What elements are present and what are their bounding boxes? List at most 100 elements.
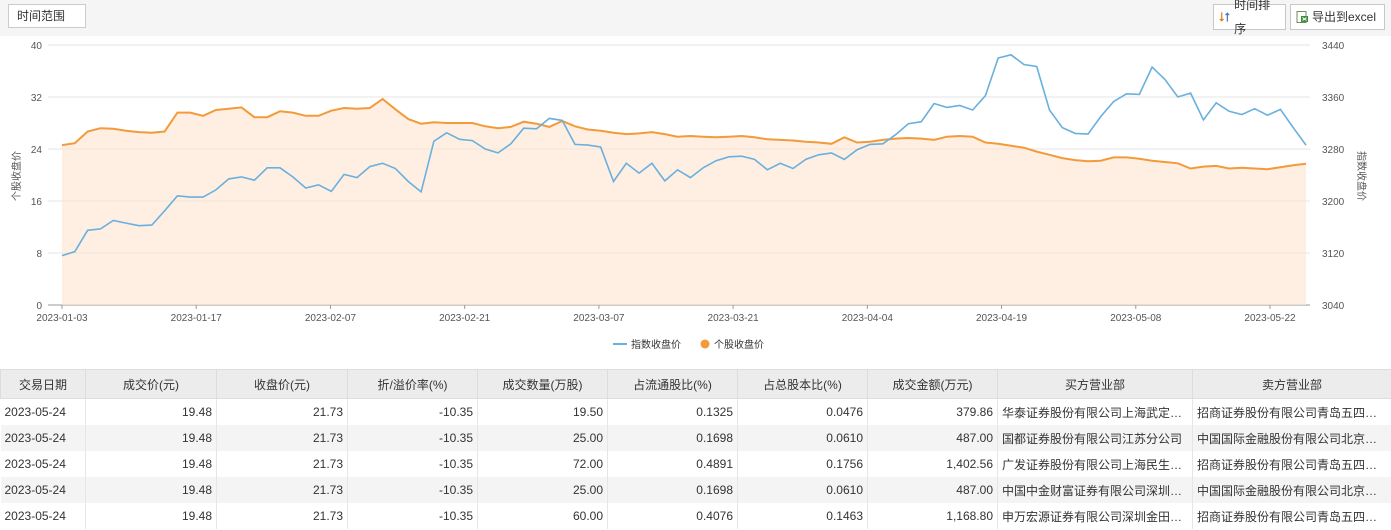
table-cell: 19.50 <box>477 398 608 425</box>
left-tick-label: 24 <box>31 145 43 156</box>
x-tick-label: 2023-01-03 <box>36 313 88 324</box>
table-cell: 0.1698 <box>607 477 738 503</box>
table-cell: 中国中金财富证券有限公司深圳… <box>997 477 1193 503</box>
table-cell: 487.00 <box>867 477 998 503</box>
table-cell: 招商证券股份有限公司青岛五四… <box>1192 398 1391 425</box>
table-cell: 19.48 <box>85 425 217 451</box>
excel-icon <box>1296 11 1308 23</box>
chart-legend: 指数收盘价 个股收盘价 <box>613 338 764 351</box>
table-cell: 0.1325 <box>607 398 738 425</box>
left-tick-label: 16 <box>31 197 43 208</box>
table-cell: 2023-05-24 <box>0 503 86 529</box>
legend-item-index[interactable]: 指数收盘价 <box>613 338 681 351</box>
time-sort-button[interactable]: 时间排序 <box>1213 0 1286 36</box>
right-axis-label: 指数收盘价 <box>1355 151 1368 201</box>
index-price-line <box>61 53 1307 257</box>
x-tick-label: 2023-02-21 <box>439 313 491 324</box>
column-header[interactable]: 占总股本比(%) <box>737 369 868 399</box>
table-cell: -10.35 <box>347 398 478 425</box>
table-cell: 25.00 <box>477 425 608 451</box>
table-cell: 19.48 <box>85 477 217 503</box>
table-cell: 1,402.56 <box>867 451 998 477</box>
x-tick-label: 2023-01-17 <box>171 313 223 324</box>
table-cell: 19.48 <box>85 503 217 529</box>
table-cell: 中国国际金融股份有限公司北京… <box>1192 425 1391 451</box>
sort-icon <box>1219 12 1230 22</box>
table-cell: 0.1698 <box>607 425 738 451</box>
export-excel-label: 导出到excel <box>1312 10 1377 24</box>
price-chart: 0 8 16 24 32 40 3040 3120 3200 3280 3360 3440 2023… <box>10 41 1368 351</box>
column-header[interactable]: 卖方营业部 <box>1192 369 1391 399</box>
column-header[interactable]: 折/溢价率(%) <box>347 369 478 399</box>
time-range-select[interactable]: 时间范围 <box>8 4 86 28</box>
right-tick-label: 3440 <box>1322 41 1345 52</box>
time-sort-label: 时间排序 <box>1234 0 1271 36</box>
table-cell: 19.48 <box>85 451 217 477</box>
column-header[interactable]: 占流通股比(%) <box>607 369 738 399</box>
table-row: 2023-05-24 19.48 21.73 -10.35 72.00 0.4891 0.1… <box>0 451 1391 477</box>
table-cell: 广发证券股份有限公司上海民生… <box>997 451 1193 477</box>
legend-stock-swatch <box>700 339 710 349</box>
x-tick-label: 2023-04-19 <box>976 313 1028 324</box>
table-cell: 0.0476 <box>737 398 868 425</box>
table-cell: 25.00 <box>477 477 608 503</box>
table-row: 2023-05-24 19.48 21.73 -10.35 19.50 0.1325 0.0… <box>0 398 1391 425</box>
stock-price-area <box>62 99 1306 305</box>
table-cell: 1,168.80 <box>867 503 998 529</box>
table-cell: 2023-05-24 <box>0 398 86 425</box>
left-tick-label: 40 <box>31 41 43 52</box>
table-cell: 60.00 <box>477 503 608 529</box>
table-cell: -10.35 <box>347 503 478 529</box>
column-header[interactable]: 收盘价(元) <box>216 369 348 399</box>
left-tick-label: 8 <box>36 249 42 260</box>
column-header[interactable]: 成交数量(万股) <box>477 369 608 399</box>
x-tick-label: 2023-02-07 <box>305 313 357 324</box>
series-layer <box>61 53 1307 305</box>
table-cell: 19.48 <box>85 398 217 425</box>
table-header: 交易日期 成交价(元) 收盘价(元) 折/溢价率(%) 成交数量(万股) 占流通股比(%)… <box>0 369 1391 399</box>
column-header[interactable]: 成交价(元) <box>85 369 217 399</box>
column-header[interactable]: 成交金额(万元) <box>867 369 998 399</box>
left-axis: 0 8 16 24 32 40 <box>31 41 43 312</box>
right-tick-label: 3120 <box>1322 249 1345 260</box>
table-cell: 国都证券股份有限公司江苏分公司 <box>997 425 1193 451</box>
x-tick-label: 2023-03-07 <box>573 313 625 324</box>
table-cell: 华泰证券股份有限公司上海武定… <box>997 398 1193 425</box>
table-cell: 487.00 <box>867 425 998 451</box>
table-cell: 招商证券股份有限公司青岛五四… <box>1192 451 1391 477</box>
legend-item-stock[interactable]: 个股收盘价 <box>700 338 765 351</box>
table-cell: 21.73 <box>216 398 348 425</box>
x-tick-label: 2023-03-21 <box>708 313 760 324</box>
table-row: 2023-05-24 19.48 21.73 -10.35 25.00 0.1698 0.0… <box>0 425 1391 451</box>
table-cell: 21.73 <box>216 477 348 503</box>
table-cell: 申万宏源证券有限公司深圳金田… <box>997 503 1193 529</box>
column-header[interactable]: 买方营业部 <box>997 369 1193 399</box>
x-tick-label: 2023-04-04 <box>842 313 894 324</box>
table-cell: -10.35 <box>347 451 478 477</box>
right-tick-label: 3360 <box>1322 93 1345 104</box>
table-cell: -10.35 <box>347 425 478 451</box>
table-row: 2023-05-24 19.48 21.73 -10.35 25.00 0.1698 0.0… <box>0 477 1391 503</box>
table-cell: 2023-05-24 <box>0 451 86 477</box>
legend-stock-label: 个股收盘价 <box>714 338 764 351</box>
table-cell: -10.35 <box>347 477 478 503</box>
time-range-label: 时间范围 <box>17 9 66 23</box>
table-cell: 21.73 <box>216 503 348 529</box>
table-cell: 0.1756 <box>737 451 868 477</box>
column-header[interactable]: 交易日期 <box>0 369 86 399</box>
export-excel-button[interactable]: 导出到excel <box>1290 4 1385 30</box>
table-cell: 0.1463 <box>737 503 868 529</box>
x-tick-label: 2023-05-08 <box>1110 313 1162 324</box>
table-cell: 21.73 <box>216 425 348 451</box>
table-cell: 0.4891 <box>607 451 738 477</box>
table-row: 2023-05-24 19.48 21.73 -10.35 60.00 0.4076 0.1… <box>0 503 1391 529</box>
right-axis: 3040 3120 3200 3280 3360 3440 <box>1322 41 1345 312</box>
table-cell: 0.4076 <box>607 503 738 529</box>
left-tick-label: 32 <box>31 93 43 104</box>
toolbar: 时间范围 时间排序 导出到excel <box>0 0 1391 36</box>
x-axis: 2023-01-03 2023-01-17 2023-02-07 2023-02-21… <box>36 304 1310 324</box>
table-cell: 中国国际金融股份有限公司北京… <box>1192 477 1391 503</box>
table-cell: 2023-05-24 <box>0 477 86 503</box>
legend-index-label: 指数收盘价 <box>631 338 681 351</box>
right-tick-label: 3200 <box>1322 197 1345 208</box>
